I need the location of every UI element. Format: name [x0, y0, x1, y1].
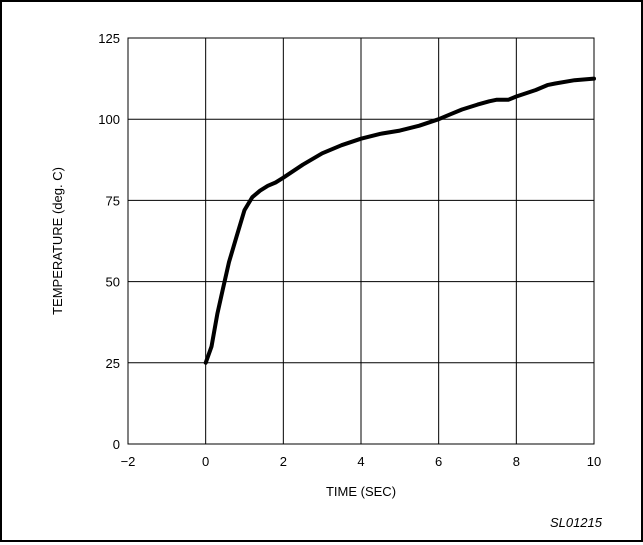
- x-tick-label: 4: [357, 454, 364, 469]
- x-tick-label: 6: [435, 454, 442, 469]
- x-tick-label: −2: [121, 454, 136, 469]
- x-axis-label: TIME (SEC): [326, 484, 396, 499]
- figure-code: SL01215: [550, 515, 603, 530]
- y-tick-label: 0: [113, 437, 120, 452]
- x-tick-label: 8: [513, 454, 520, 469]
- y-axis-label: TEMPERATURE (deg. C): [50, 167, 65, 315]
- grid: [127, 37, 595, 445]
- x-tick-labels: −2 0 2 4 6 8 10: [121, 454, 602, 469]
- x-tick-label: 10: [587, 454, 601, 469]
- temperature-curve: [203, 76, 596, 365]
- y-tick-label: 25: [106, 356, 120, 371]
- y-tick-label: 75: [106, 193, 120, 208]
- plot-border: [127, 37, 595, 445]
- x-tick-label: 0: [202, 454, 209, 469]
- x-tick-label: 2: [280, 454, 287, 469]
- y-tick-label: 50: [106, 275, 120, 290]
- y-tick-label: 125: [98, 31, 120, 46]
- y-tick-label: 100: [98, 112, 120, 127]
- y-tick-labels: 0 25 50 75 100 125: [98, 31, 120, 452]
